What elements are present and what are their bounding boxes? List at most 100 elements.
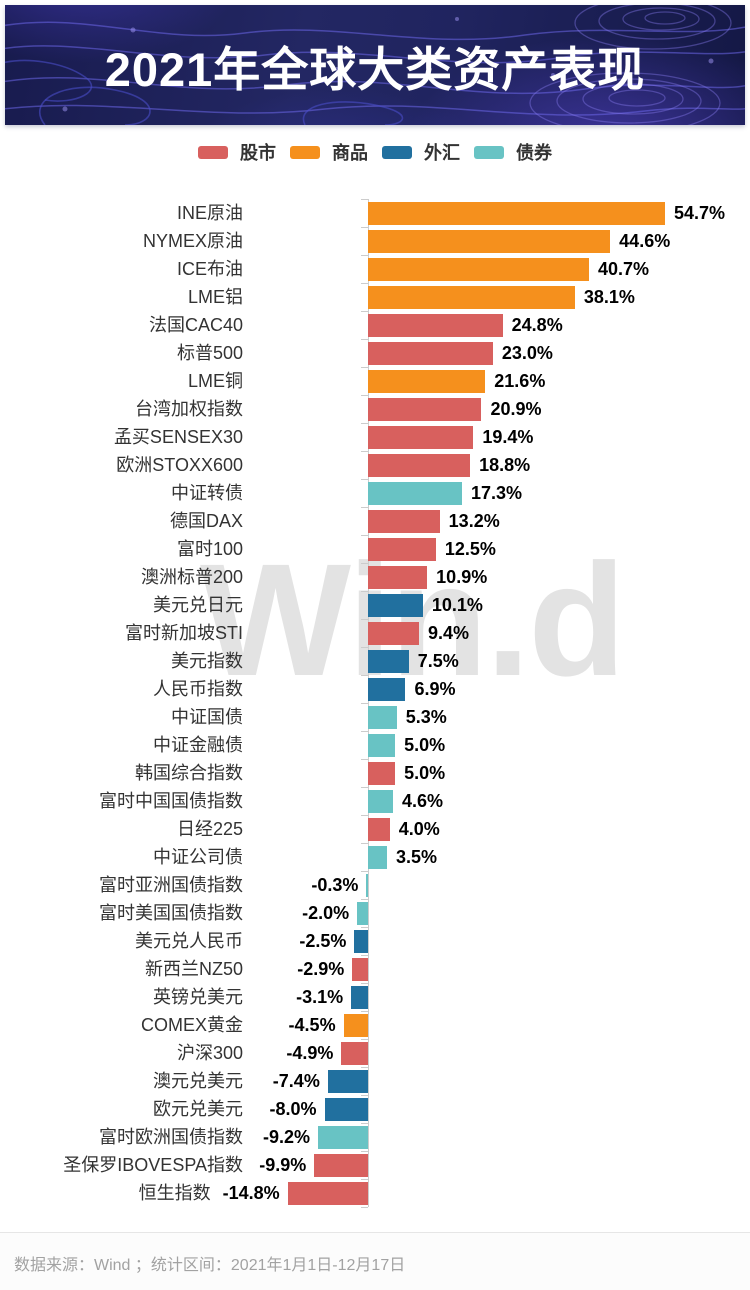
bar-label: 富时中国国债指数 <box>99 791 243 811</box>
bar-label: 欧元兑美元 <box>153 1099 243 1119</box>
axis-tick <box>361 535 368 536</box>
bar <box>368 481 462 505</box>
axis-tick <box>361 479 368 480</box>
bar-label: ICE布油 <box>176 259 243 279</box>
axis-tick <box>361 1067 368 1068</box>
bar-label: 韩国综合指数 <box>135 763 243 783</box>
bar-label: 沪深300 <box>176 1043 243 1063</box>
axis-tick <box>361 395 368 396</box>
bar <box>327 1069 368 1093</box>
bar-value: -2.9% <box>297 959 345 979</box>
bar-value: -8.0% <box>269 1099 317 1119</box>
bar <box>324 1097 368 1121</box>
bar <box>366 873 368 897</box>
bar-label: 美元兑人民币 <box>135 931 243 951</box>
legend-swatch-commodity <box>290 145 320 159</box>
bar-label: 中证国债 <box>171 707 243 727</box>
bar-value: 20.9% <box>490 399 542 419</box>
bar <box>368 509 440 533</box>
axis-tick <box>361 899 368 900</box>
bar-label: 英镑兑美元 <box>153 987 243 1007</box>
bar <box>368 313 503 337</box>
axis-tick <box>361 339 368 340</box>
bar-value: -2.5% <box>299 931 347 951</box>
bar-label: 孟买SENSEX30 <box>113 427 243 447</box>
bar-value: 5.0% <box>404 763 446 783</box>
bar <box>314 1153 368 1177</box>
bar-value: -14.8% <box>222 1183 280 1203</box>
bar-label: INE原油 <box>176 203 243 223</box>
bar <box>368 677 406 701</box>
legend-swatch-fx <box>382 145 412 159</box>
bar-value: 19.4% <box>482 427 534 447</box>
bar-label: 德国DAX <box>169 511 243 531</box>
bar-label: 欧洲STOXX600 <box>116 455 243 475</box>
bar-value: 3.5% <box>396 847 438 867</box>
zero-axis-line <box>368 199 369 1207</box>
axis-tick <box>361 871 368 872</box>
legend-label: 商品 <box>332 143 368 163</box>
bar <box>368 201 666 225</box>
axis-tick <box>361 815 368 816</box>
bar <box>368 257 589 281</box>
plot-area: 54.7% INE原油 44.6% NYMEX原油 40.7% ICE布油 38.1% LME… <box>0 199 750 1208</box>
axis-tick <box>361 759 368 760</box>
bar-value: 12.5% <box>444 539 496 559</box>
bar-label: 富时100 <box>176 539 243 559</box>
bar-value: 6.9% <box>414 679 456 699</box>
bar-label: COMEX黄金 <box>140 1015 243 1035</box>
bar-value: 13.2% <box>448 511 500 531</box>
axis-tick <box>361 787 368 788</box>
legend: 股市 商品 外汇 债券 <box>0 139 750 165</box>
bar-value: 4.0% <box>398 819 440 839</box>
bar-value: 17.3% <box>470 483 522 503</box>
bar-label: LME铝 <box>187 287 243 307</box>
bar-value: -2.0% <box>302 903 350 923</box>
axis-tick <box>361 843 368 844</box>
bar-value: 24.8% <box>511 315 563 335</box>
axis-tick <box>361 255 368 256</box>
bar <box>368 397 482 421</box>
bar-label: 人民币指数 <box>153 679 243 699</box>
bar-label: LME铜 <box>187 371 243 391</box>
axis-tick <box>361 731 368 732</box>
axis-tick <box>361 1207 368 1208</box>
bar <box>368 733 396 757</box>
axis-tick <box>361 1039 368 1040</box>
bar <box>368 285 575 309</box>
bar-value: 40.7% <box>598 259 650 279</box>
bar <box>368 341 493 365</box>
title-banner: 2021年全球大类资产表现 <box>5 5 745 125</box>
legend-item-commodity: 商品 <box>290 139 368 165</box>
bar-value: 9.4% <box>428 623 470 643</box>
axis-tick <box>361 311 368 312</box>
bar-value: -4.9% <box>286 1043 334 1063</box>
legend-label: 股市 <box>240 143 276 163</box>
bar <box>352 957 368 981</box>
bar-value: 5.0% <box>404 735 446 755</box>
bar <box>368 845 387 869</box>
bar-value: -9.9% <box>259 1155 307 1175</box>
bar <box>287 1181 368 1205</box>
axis-tick <box>361 423 368 424</box>
bar <box>318 1125 368 1149</box>
bar-value: 10.9% <box>436 567 488 587</box>
bar-value: -4.5% <box>288 1015 336 1035</box>
axis-tick <box>361 983 368 984</box>
bar-value: -7.4% <box>272 1071 320 1091</box>
bar <box>368 453 471 477</box>
bar <box>368 761 396 785</box>
bar-label: 台湾加权指数 <box>135 399 243 419</box>
legend-item-fx: 外汇 <box>382 139 460 165</box>
legend-label: 债券 <box>516 143 552 163</box>
bar-label: 标普500 <box>176 343 243 363</box>
axis-tick <box>361 227 368 228</box>
bar <box>368 593 423 617</box>
bar-value: 7.5% <box>417 651 459 671</box>
axis-tick <box>361 1179 368 1180</box>
legend-item-stock: 股市 <box>198 139 276 165</box>
bar <box>354 929 368 953</box>
legend-label: 外汇 <box>424 143 460 163</box>
axis-tick <box>361 955 368 956</box>
bar-label: 富时美国国债指数 <box>99 903 243 923</box>
